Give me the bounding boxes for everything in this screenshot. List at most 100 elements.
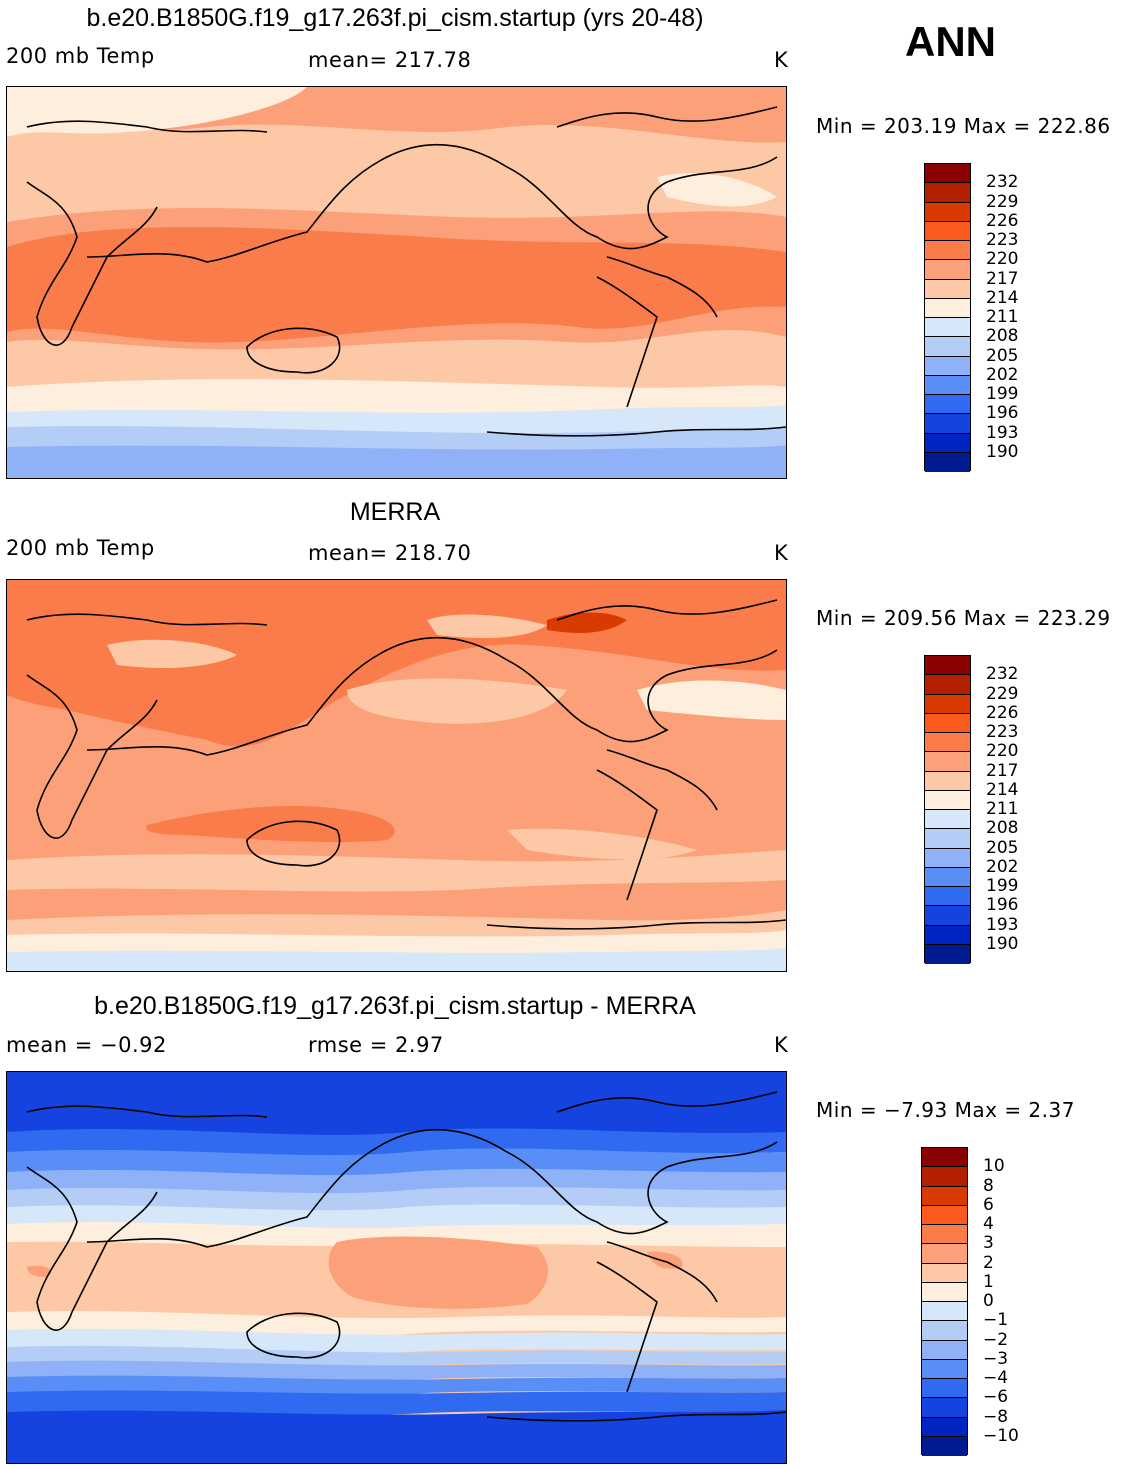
panel2-variable-label: 200 mb Temp [6,536,155,560]
panel1-map [6,86,787,479]
colorbar-swatch [925,337,970,357]
colorbar-swatch [922,1340,967,1360]
colorbar-swatch [925,771,970,791]
colorbar-tick-label: −6 [983,1387,1009,1408]
colorbar-tick-label: 3 [983,1233,994,1254]
colorbar-tick-label: 214 [986,779,1019,800]
colorbar-tick-label: 220 [986,741,1019,762]
colorbar-swatch [925,944,970,964]
panel2-mean-label: mean= 218.70 [308,541,472,565]
colorbar-tick-label: −8 [983,1406,1009,1427]
colorbar-tick-label: 211 [986,799,1019,819]
panel3-mean-label: mean = −0.92 [6,1033,167,1057]
colorbar-swatch [922,1148,967,1168]
colorbar-tick-label: 202 [986,364,1019,385]
colorbar-swatch [922,1417,967,1437]
colorbar-tick-label: −1 [983,1310,1009,1331]
panel3-colorbar [921,1147,968,1456]
panel1-minmax-label: Min = 203.19 Max = 222.86 [816,114,1111,138]
colorbar-tick-label: 196 [986,895,1019,916]
colorbar-swatch [925,867,970,887]
colorbar-swatch [922,1167,967,1187]
colorbar-tick-label: 4 [983,1214,994,1234]
colorbar-swatch [925,733,970,753]
colorbar-swatch [922,1244,967,1264]
panel1-title: b.e20.B1850G.f19_g17.263f.pi_cism.startu… [86,4,704,32]
colorbar-tick-label: 229 [986,683,1019,704]
colorbar-swatch [925,164,970,184]
colorbar-swatch [925,279,970,299]
season-label: ANN [905,18,996,65]
colorbar-swatch [925,433,970,453]
colorbar-swatch [925,241,970,261]
colorbar-swatch [925,925,970,945]
colorbar-tick-label: 208 [986,818,1019,839]
colorbar-tick-label: 214 [986,287,1019,308]
colorbar-tick-label: 229 [986,191,1019,212]
colorbar-swatch [922,1282,967,1302]
colorbar-swatch [925,183,970,203]
panel2-minmax-label: Min = 209.56 Max = 223.29 [816,606,1111,630]
colorbar-swatch [925,414,970,434]
colorbar-tick-label: 217 [986,760,1019,781]
colorbar-tick-label: 1 [983,1271,994,1292]
colorbar-tick-label: 196 [986,403,1019,424]
colorbar-tick-label: 193 [986,914,1019,935]
colorbar-swatch [925,656,970,676]
colorbar-swatch [925,356,970,376]
panel2-map [6,579,787,972]
colorbar-tick-label: 2 [983,1252,994,1273]
colorbar-swatch [925,713,970,733]
colorbar-swatch [925,395,970,415]
colorbar-swatch [925,298,970,318]
colorbar-swatch [925,675,970,695]
colorbar-tick-label: 211 [986,307,1019,327]
colorbar-swatch [922,1263,967,1283]
colorbar-swatch [922,1321,967,1341]
panel1-mean-label: mean= 217.78 [308,48,472,72]
colorbar-tick-label: 10 [983,1156,1005,1177]
colorbar-swatch [925,752,970,772]
colorbar-swatch [925,260,970,280]
colorbar-tick-label: 199 [986,384,1019,404]
panel1-contour-field [7,87,786,478]
colorbar-tick-label: 223 [986,722,1019,742]
colorbar-tick-label: 190 [986,933,1019,954]
colorbar-swatch [922,1225,967,1245]
colorbar-swatch [922,1436,967,1456]
colorbar-swatch [922,1205,967,1225]
colorbar-swatch [922,1359,967,1379]
colorbar-tick-label: 232 [986,172,1019,193]
colorbar-tick-label: 193 [986,422,1019,443]
colorbar-tick-label: −2 [983,1329,1009,1350]
panel2-colorbar [924,655,971,964]
colorbar-tick-label: 199 [986,876,1019,896]
colorbar-swatch [925,810,970,830]
colorbar-swatch [925,829,970,849]
colorbar-tick-label: 223 [986,230,1019,250]
colorbar-swatch [925,790,970,810]
panel3-units-label: K [774,1033,789,1057]
colorbar-tick-label: 205 [986,345,1019,366]
colorbar-swatch [922,1379,967,1399]
colorbar-swatch [925,221,970,241]
colorbar-tick-label: 232 [986,664,1019,685]
colorbar-tick-label: 226 [986,702,1019,723]
panel3-rmse-label: rmse = 2.97 [308,1033,444,1057]
colorbar-tick-label: 6 [983,1194,994,1215]
colorbar-swatch [925,848,970,868]
colorbar-tick-label: 208 [986,326,1019,347]
colorbar-tick-label: 202 [986,856,1019,877]
colorbar-swatch [925,906,970,926]
panel1-units-label: K [774,48,789,72]
colorbar-tick-label: 217 [986,268,1019,289]
panel2-units-label: K [774,541,789,565]
panel3-title: b.e20.B1850G.f19_g17.263f.pi_cism.startu… [94,992,696,1020]
panel3-map [6,1071,787,1464]
colorbar-swatch [922,1186,967,1206]
colorbar-tick-label: −4 [983,1368,1009,1388]
colorbar-tick-label: 190 [986,441,1019,462]
panel3-minmax-label: Min = −7.93 Max = 2.37 [816,1098,1075,1122]
colorbar-swatch [925,887,970,907]
panel2-title: MERRA [349,498,441,526]
